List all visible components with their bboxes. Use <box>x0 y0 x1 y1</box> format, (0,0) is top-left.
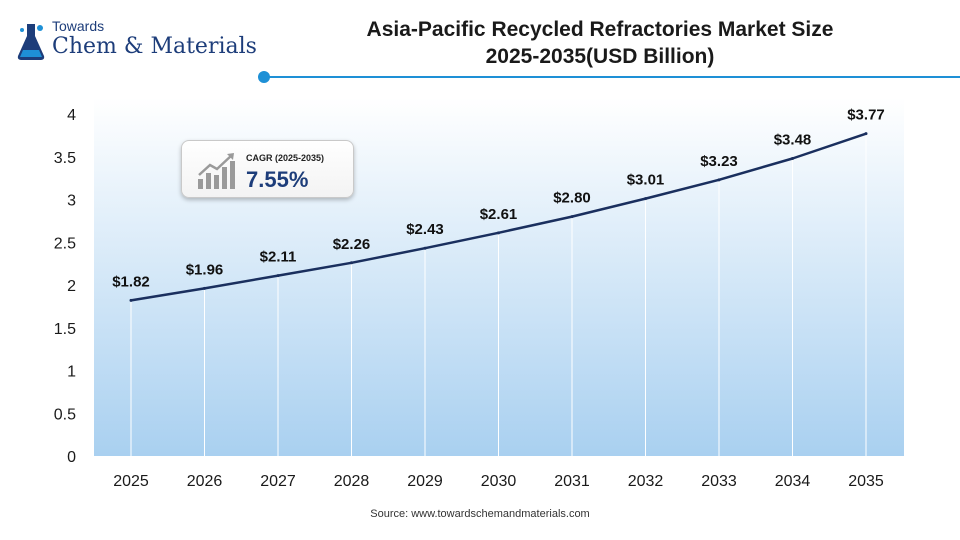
x-tick-label: 2027 <box>260 473 296 490</box>
y-tick-label: 2.5 <box>54 235 76 252</box>
x-tick-label: 2031 <box>554 473 590 490</box>
chart-title-line1: Asia-Pacific Recycled Refractories Marke… <box>366 18 834 41</box>
y-tick-label: 1.5 <box>54 321 76 338</box>
x-tick-label: 2030 <box>481 473 517 490</box>
y-tick-label: 2 <box>67 278 76 295</box>
chart-title-line2: 2025-2035(USD Billion) <box>485 45 715 68</box>
data-point <box>350 261 353 265</box>
data-label: $2.11 <box>260 249 297 266</box>
brand-logo: Towards Chem & Materials <box>14 16 257 66</box>
cagr-callout: CAGR (2025-2035) 7.55% <box>181 140 354 198</box>
logo-text-main: Chem & Materials <box>52 34 257 59</box>
data-point <box>129 298 133 302</box>
x-tick-label: 2025 <box>113 473 149 490</box>
x-tick-label: 2035 <box>848 473 884 490</box>
x-tick-label: 2026 <box>187 473 223 490</box>
data-point <box>276 274 280 278</box>
data-label: $3.48 <box>774 131 812 148</box>
data-label: $3.77 <box>847 107 885 124</box>
source-note: Source: www.towardschemandmaterials.com <box>370 508 590 520</box>
x-tick-label: 2029 <box>407 473 443 490</box>
data-point <box>864 132 868 136</box>
data-point <box>644 197 647 201</box>
x-tick-label: 2033 <box>701 473 737 490</box>
data-point <box>203 286 206 290</box>
data-label: $1.96 <box>186 261 224 278</box>
data-label: $2.61 <box>480 206 518 223</box>
cagr-value: 7.55% <box>246 167 309 192</box>
y-tick-label: 4 <box>67 107 76 124</box>
cagr-label: CAGR (2025-2035) <box>246 153 325 163</box>
y-tick-label: 3 <box>67 193 76 210</box>
growth-chart-icon <box>198 153 235 189</box>
y-tick-label: 0 <box>67 449 76 466</box>
data-label: $2.26 <box>333 236 371 253</box>
data-label: $3.01 <box>627 172 665 189</box>
data-label: $3.23 <box>700 153 738 170</box>
data-point <box>423 246 427 250</box>
x-tick-label: 2034 <box>775 473 811 490</box>
data-label: $2.80 <box>553 190 591 207</box>
data-point <box>791 156 794 160</box>
data-label: $2.43 <box>406 221 444 238</box>
y-tick-label: 3.5 <box>54 150 76 167</box>
y-tick-label: 0.5 <box>54 406 76 423</box>
title-divider-dot <box>258 71 270 83</box>
x-tick-label: 2032 <box>628 473 664 490</box>
title-divider <box>264 76 960 78</box>
y-tick-label: 1 <box>67 364 76 381</box>
chart-title: Asia-Pacific Recycled Refractories Marke… <box>330 16 870 70</box>
data-label: $1.82 <box>112 273 150 290</box>
data-point <box>570 215 574 219</box>
flask-icon <box>17 24 45 60</box>
x-tick-label: 2028 <box>334 473 370 490</box>
data-point <box>497 231 500 235</box>
data-point <box>717 178 721 182</box>
logo-text-small: Towards <box>52 18 105 34</box>
